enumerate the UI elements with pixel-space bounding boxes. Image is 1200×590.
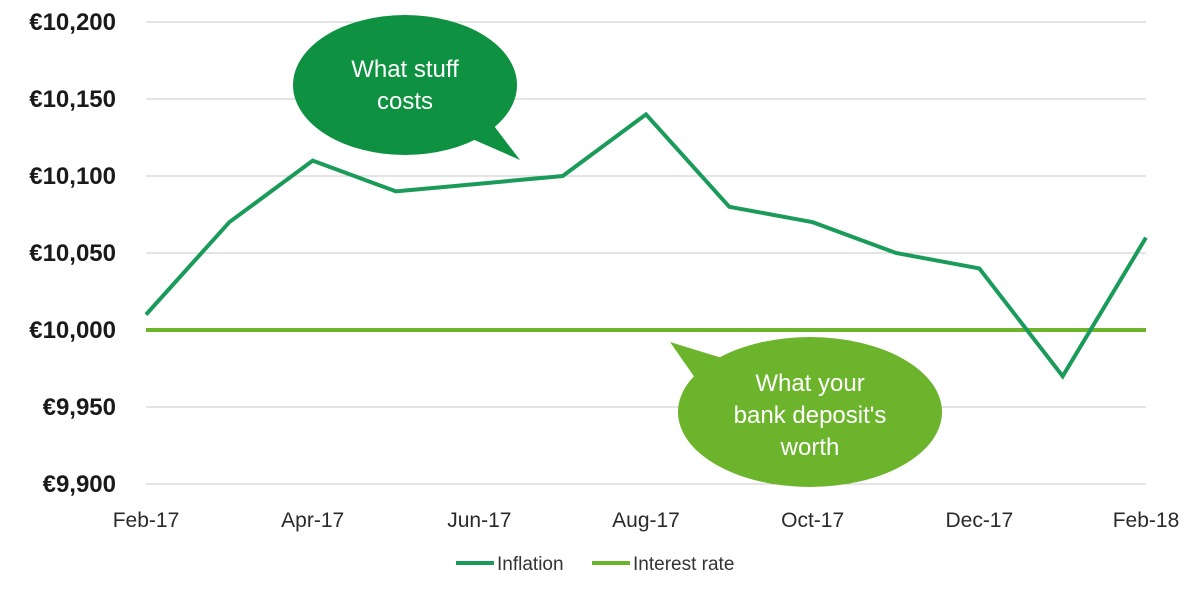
y-tick-label: €10,100 xyxy=(29,163,116,190)
y-tick-label: €9,950 xyxy=(43,394,116,421)
annotation-what-stuff-costs: What stuff costs xyxy=(293,15,520,160)
x-tick-label: Feb-18 xyxy=(1113,509,1180,532)
annotation-text: What stuff xyxy=(351,56,459,83)
annotation-bubble-shape xyxy=(293,15,517,155)
annotation-text: What your xyxy=(755,370,864,397)
x-axis-tick-labels: Feb-17 Apr-17 Jun-17 Aug-17 Oct-17 Dec-17 Feb-… xyxy=(113,509,1180,532)
annotation-text: bank deposit's xyxy=(734,402,887,429)
y-axis-tick-labels: €10,200 €10,150 €10,100 €10,050 €10,000 €9,95… xyxy=(29,9,116,498)
annotation-bank-deposit-worth: What your bank deposit's worth xyxy=(670,337,942,487)
annotation-text: costs xyxy=(377,88,433,115)
y-tick-label: €10,000 xyxy=(29,317,116,344)
y-tick-label: €10,200 xyxy=(29,9,116,36)
y-tick-label: €9,900 xyxy=(43,471,116,498)
x-tick-label: Feb-17 xyxy=(113,509,180,532)
annotation-bubble-shape xyxy=(670,342,735,385)
annotation-bubble-shape xyxy=(678,337,942,487)
series-lines xyxy=(144,111,1148,380)
x-tick-label: Oct-17 xyxy=(781,509,844,532)
x-tick-label: Dec-17 xyxy=(945,509,1013,532)
legend-label-inflation: Inflation xyxy=(497,554,564,575)
x-tick-label: Jun-17 xyxy=(447,509,511,532)
annotation-text: worth xyxy=(780,434,840,461)
x-tick-label: Apr-17 xyxy=(281,509,344,532)
series-line-inflation xyxy=(144,111,1148,380)
legend-label-interest-rate: Interest rate xyxy=(633,554,734,575)
y-tick-label: €10,150 xyxy=(29,86,116,113)
y-tick-label: €10,050 xyxy=(29,240,116,267)
legend: Inflation Interest rate xyxy=(456,554,734,575)
x-tick-label: Aug-17 xyxy=(612,509,680,532)
